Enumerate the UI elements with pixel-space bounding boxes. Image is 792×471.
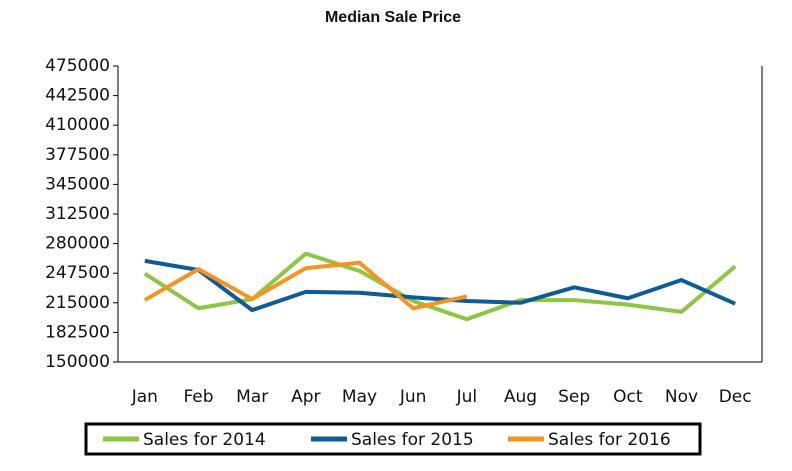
x-tick-label: Apr [291, 387, 320, 407]
x-tick-label: Mar [236, 387, 268, 407]
chart-title: Median Sale Price [325, 9, 461, 26]
y-tick-label: 215000 [45, 293, 110, 313]
y-tick-label: 442500 [45, 86, 110, 106]
line-series [143, 251, 737, 322]
x-tick-label: Nov [665, 387, 698, 407]
y-tick-label: 475000 [45, 56, 110, 76]
x-tick-label: Dec [719, 387, 752, 407]
legend-label: Sales for 2015 [351, 430, 474, 450]
x-tick-label: May [342, 387, 377, 407]
legend-label: Sales for 2014 [143, 430, 266, 450]
x-tick-label: Sep [558, 387, 590, 407]
y-tick-label: 182500 [45, 322, 110, 342]
x-tick-label: Jun [399, 387, 427, 407]
y-tick-label: 345000 [45, 174, 110, 194]
x-tick-label: Jan [131, 387, 158, 407]
x-tick-label: Feb [183, 387, 213, 407]
y-tick-label: 150000 [45, 352, 110, 372]
legend-box [84, 422, 702, 456]
x-tick-label: Jul [456, 387, 478, 407]
line-series [144, 258, 736, 313]
x-tick-label: Aug [504, 387, 537, 407]
y-tick-label: 377500 [45, 145, 110, 165]
x-tick-label: Oct [613, 387, 643, 407]
y-tick-label: 247500 [45, 263, 110, 283]
y-tick-label: 410000 [45, 115, 110, 135]
y-tick-label: 280000 [45, 234, 110, 254]
line-series [143, 260, 468, 311]
legend-label: Sales for 2016 [548, 430, 671, 450]
y-tick-label: 312500 [45, 204, 110, 224]
